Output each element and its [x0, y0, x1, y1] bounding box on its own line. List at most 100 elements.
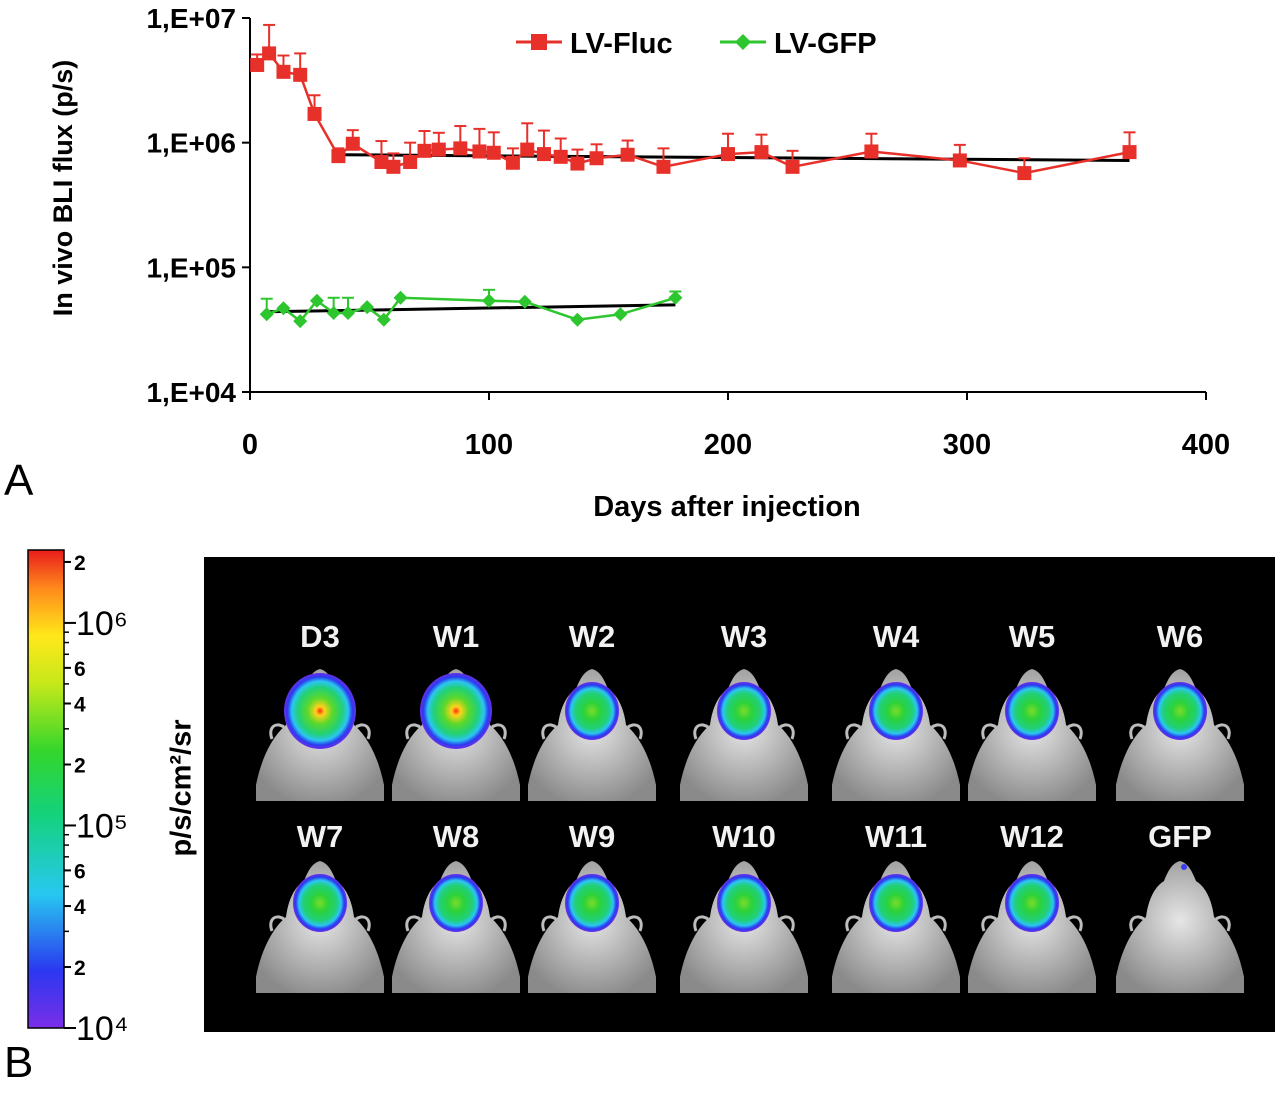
x-tick-label: 100	[465, 429, 513, 461]
data-point	[307, 106, 322, 121]
data-point	[785, 159, 800, 174]
data-point	[417, 143, 432, 158]
data-point	[403, 154, 418, 169]
time-point-label: W11	[864, 819, 928, 854]
color-scale-tick-label: 2	[74, 552, 86, 575]
data-point	[393, 290, 408, 305]
time-point-label: D3	[300, 619, 340, 654]
mouse-bli-image	[392, 669, 520, 801]
data-point	[453, 141, 468, 156]
time-point-label: GFP	[1148, 819, 1212, 854]
data-point	[276, 64, 291, 79]
data-point	[309, 293, 324, 308]
data-point	[293, 67, 308, 82]
data-point	[376, 312, 391, 327]
bioluminescence-signal	[1005, 874, 1059, 932]
time-point-label: W6	[1156, 619, 1204, 654]
x-tick-label: 400	[1182, 429, 1230, 461]
color-scale-tick-label: 10⁴	[76, 1010, 128, 1040]
mouse-bli-image	[968, 861, 1096, 993]
bioluminescence-signal	[1153, 682, 1207, 740]
legend-entry-lv-fluc: LV-Fluc	[516, 28, 673, 60]
data-point	[374, 154, 389, 169]
data-point	[340, 306, 355, 321]
mouse-silhouette	[1116, 861, 1244, 993]
bioluminescence-signal	[284, 673, 356, 749]
data-point	[505, 155, 520, 170]
y-tick-label: 1,E+05	[146, 252, 236, 283]
series-lv-gfp	[259, 288, 683, 329]
background-signal-speck	[1181, 864, 1187, 870]
y-tick-label: 1,E+07	[146, 3, 236, 34]
time-point-label: W12	[1000, 819, 1064, 854]
color-scale-tick-label: 10⁶	[76, 605, 128, 643]
mouse-ear	[541, 723, 643, 740]
data-point	[520, 142, 535, 157]
data-point	[431, 142, 446, 157]
data-point	[656, 159, 671, 174]
mouse-bli-image	[832, 669, 960, 801]
data-point	[326, 306, 341, 321]
bioluminescence-signal	[565, 682, 619, 740]
y-tick-label: 1,E+06	[146, 128, 236, 159]
data-point	[472, 144, 487, 159]
mouse-bli-image	[832, 861, 960, 993]
time-point-label: W10	[712, 819, 776, 854]
mouse-bli-image	[1116, 861, 1244, 993]
bioluminescence-signal	[717, 874, 771, 932]
mouse-ear	[269, 915, 371, 932]
data-point	[386, 159, 401, 174]
color-scale-tick-label: 10⁵	[76, 807, 128, 845]
data-point	[250, 57, 265, 72]
data-point	[570, 312, 585, 327]
legend-label: LV-GFP	[774, 28, 877, 60]
bli-image-grid: D3 W1 W2 W3 W4 W5 W6 W7 W8 W9 W10 W11 W12 GFP	[204, 557, 1275, 1032]
data-point	[259, 307, 274, 322]
data-point	[553, 149, 568, 164]
mouse-ear	[405, 723, 507, 740]
data-point	[482, 293, 496, 308]
time-point-label: W8	[432, 819, 480, 854]
bli-flux-chart: 1,E+04 1,E+05 1,E+06 1,E+07 0 100 200 300 400 LV…	[48, 3, 1230, 523]
panel-letter-a: A	[4, 456, 34, 505]
bioluminescence-signal	[869, 874, 923, 932]
series-lv-fluc	[250, 23, 1137, 181]
mouse-bli-image	[680, 669, 808, 801]
data-point	[293, 314, 308, 329]
color-scale-gradient	[27, 549, 65, 1029]
bioluminescence-signal	[293, 874, 347, 932]
mouse-ear	[1129, 723, 1231, 740]
mouse-ear	[405, 915, 507, 932]
mouse-ear	[269, 723, 371, 740]
time-point-label: W3	[720, 619, 768, 654]
data-point	[570, 156, 585, 171]
mouse-bli-image	[680, 861, 808, 993]
data-point	[517, 294, 532, 309]
time-point-label: W5	[1008, 619, 1056, 654]
mouse-ear	[693, 915, 795, 932]
x-tick-label: 300	[943, 429, 991, 461]
legend-marker	[735, 34, 751, 50]
data-point	[486, 145, 501, 160]
x-tick-label: 0	[242, 429, 258, 461]
mouse-ear	[845, 723, 947, 740]
data-point	[536, 147, 551, 162]
data-point	[668, 290, 683, 305]
mouse-ear	[981, 915, 1083, 932]
mouse-bli-image	[256, 861, 384, 993]
bioluminescence-signal	[869, 682, 923, 740]
data-point	[345, 136, 360, 151]
x-axis-label: Days after injection	[593, 491, 861, 523]
bioluminescence-signal	[565, 874, 619, 932]
panel-letter-b: B	[4, 1038, 34, 1087]
data-point	[952, 153, 967, 168]
legend-marker	[531, 34, 547, 50]
bioluminescence-signal	[429, 874, 483, 932]
time-point-label: W1	[432, 619, 480, 654]
color-scale-tick-label: 2	[74, 957, 86, 980]
mouse-ear	[693, 723, 795, 740]
y-tick-label: 1,E+04	[146, 377, 236, 408]
mouse-ear	[845, 915, 947, 932]
color-scale-tick-label: 4	[74, 694, 86, 717]
